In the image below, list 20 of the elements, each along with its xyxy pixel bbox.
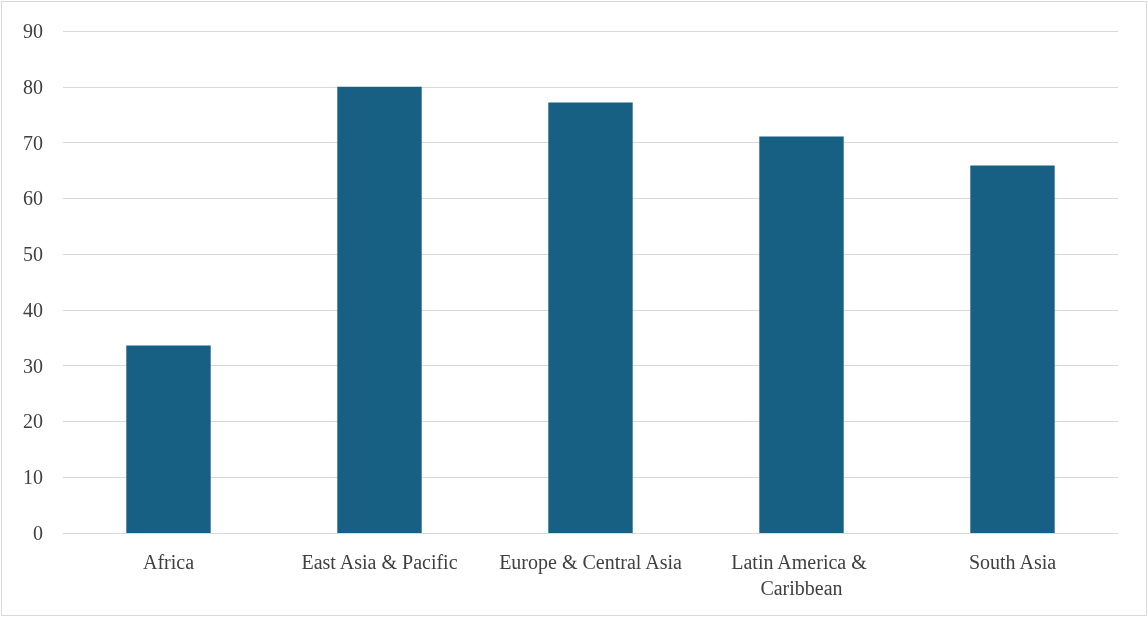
x-tick-label: Africa: [142, 551, 195, 573]
y-tick-label: 30: [23, 354, 43, 377]
y-tick-label: 20: [23, 410, 43, 433]
x-tick-label: Europe & Central Asia: [499, 551, 682, 574]
y-tick-label: 10: [23, 466, 43, 489]
y-tick-label: 80: [23, 75, 43, 98]
x-tick-label: Latin America & Caribbean: [731, 551, 872, 599]
y-tick-label: 40: [23, 298, 43, 321]
y-tick-label: 90: [23, 20, 43, 42]
bar: [759, 136, 844, 533]
bar: [337, 86, 422, 533]
bar: [970, 165, 1055, 533]
y-tick-label: 50: [23, 243, 43, 266]
x-tick-label: East Asia & Pacific: [301, 551, 458, 573]
bar: [126, 345, 211, 533]
y-tick-label: 70: [23, 131, 43, 154]
x-tick-label: South Asia: [968, 551, 1057, 573]
y-tick-label: 60: [23, 187, 43, 210]
y-tick-label: 0: [33, 522, 43, 544]
bar: [548, 102, 633, 533]
